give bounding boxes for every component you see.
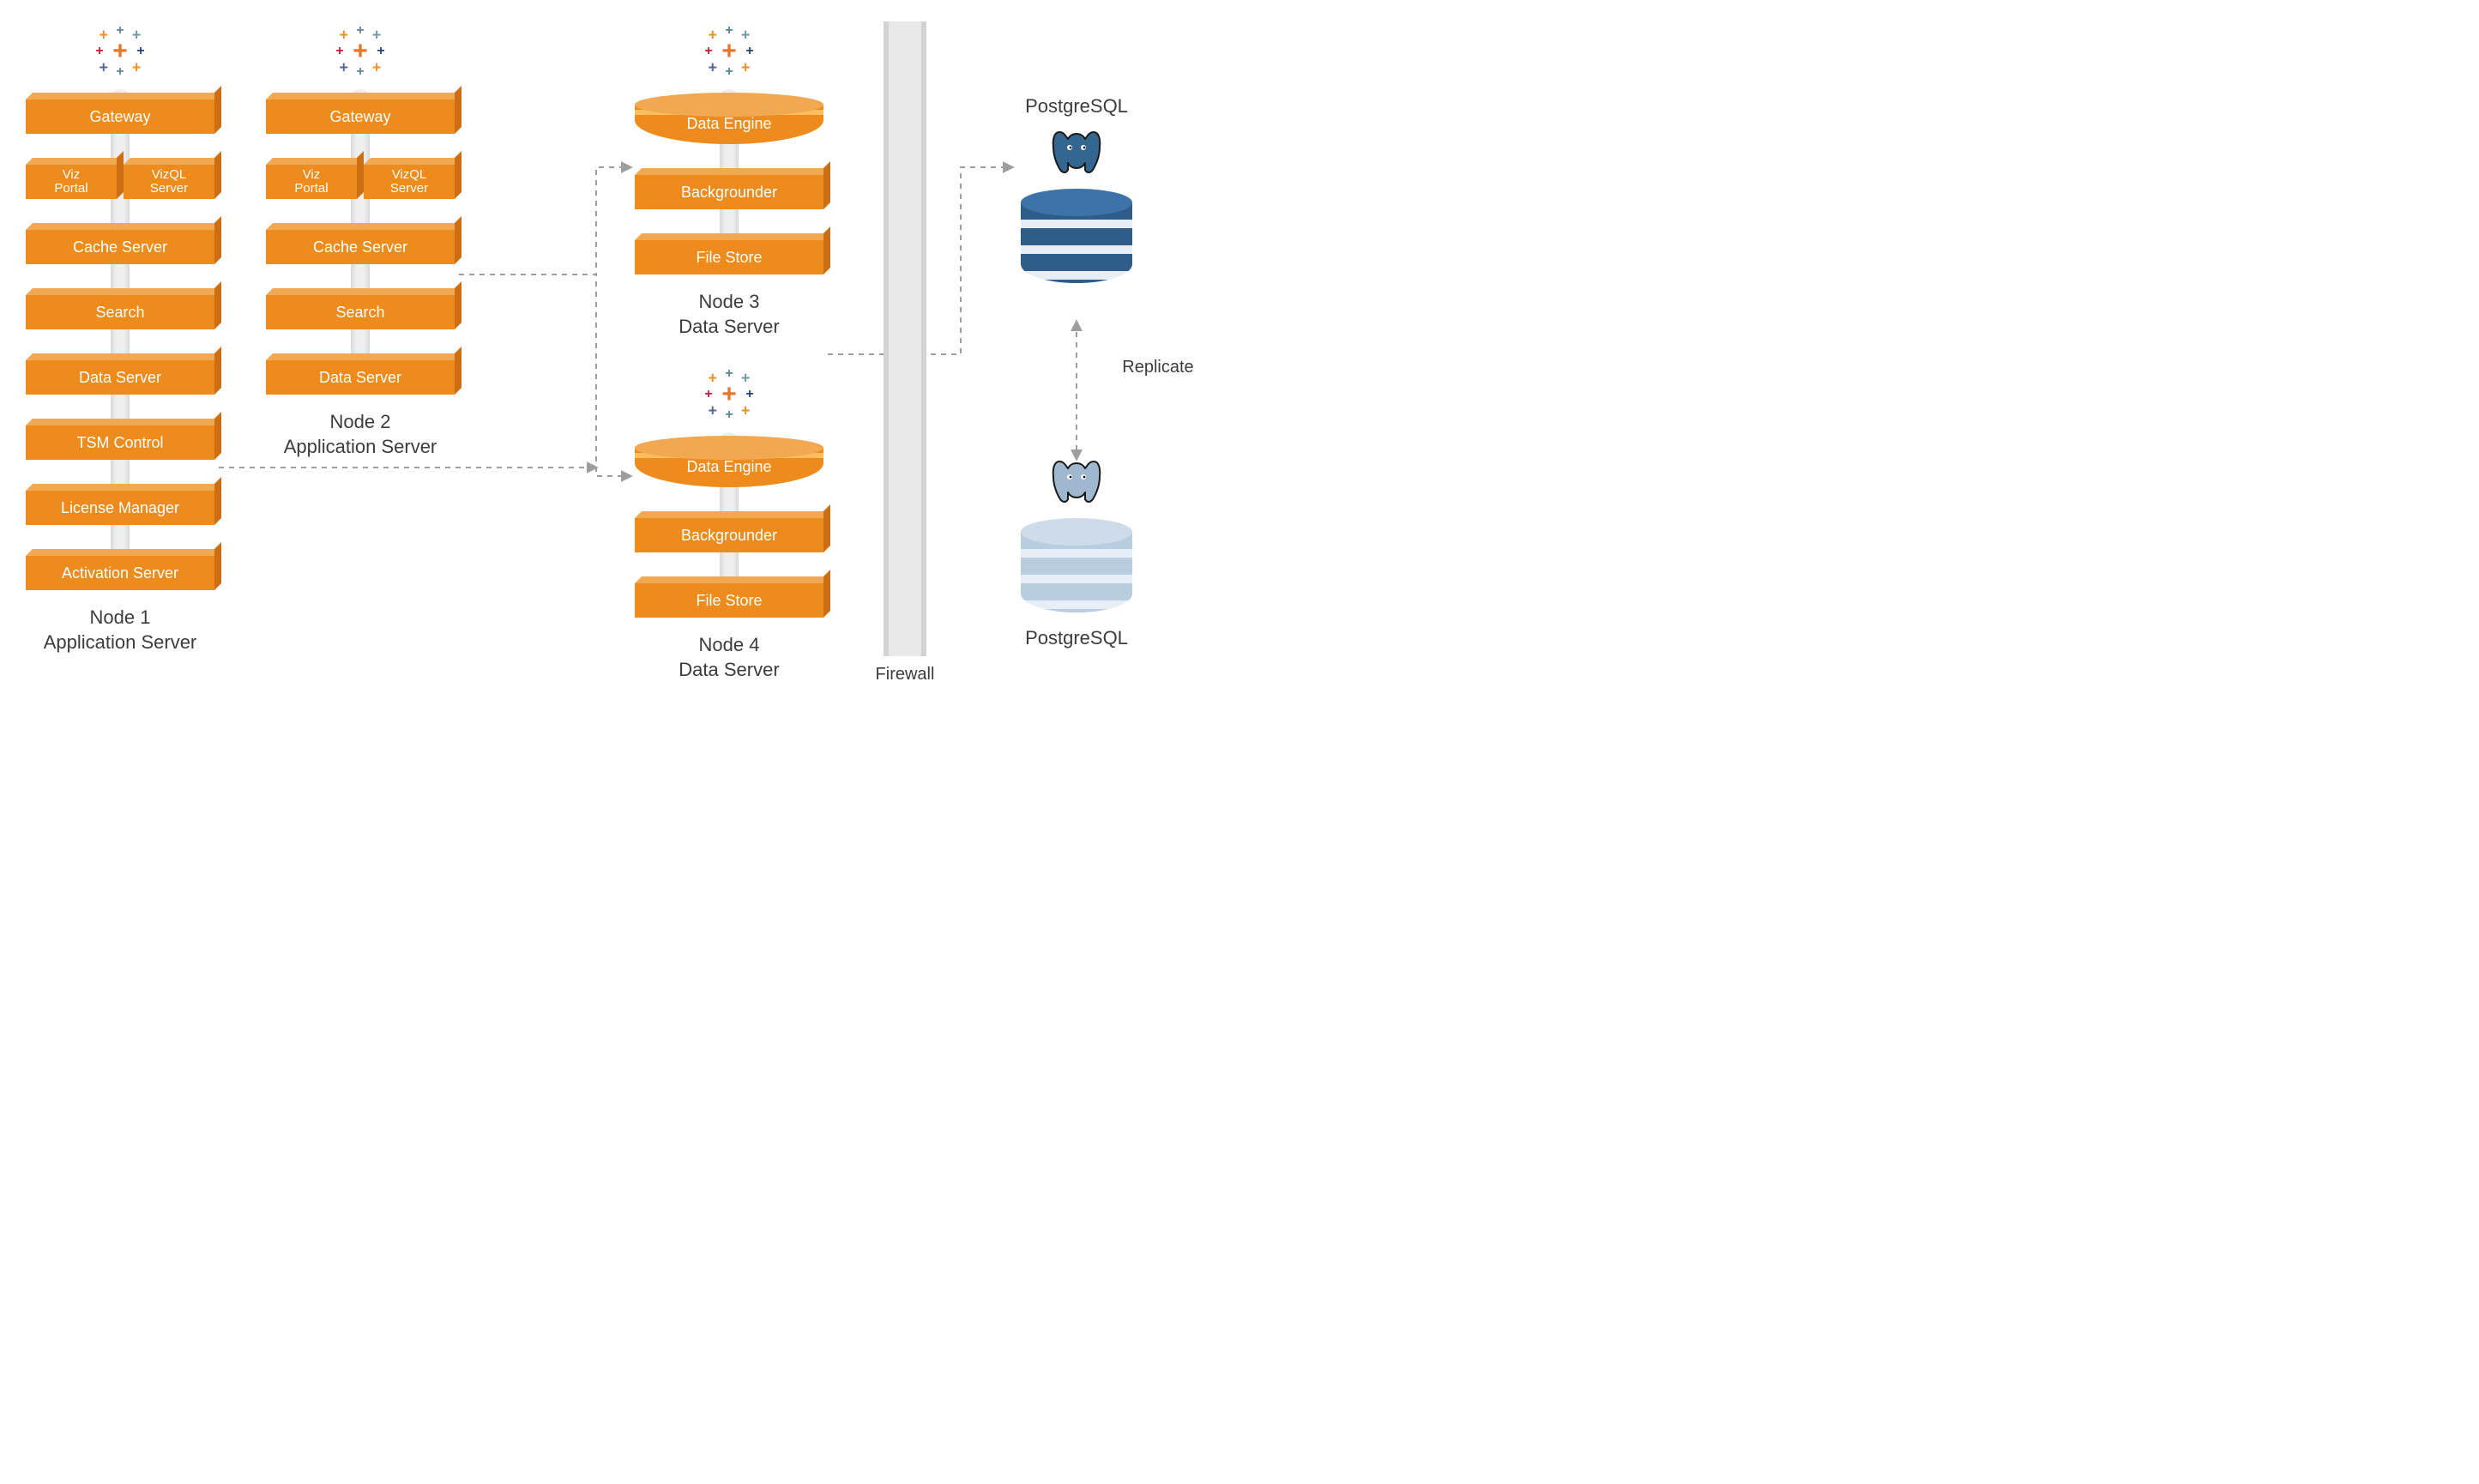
pg-replica-label: PostgreSQL <box>1021 626 1132 651</box>
tableau-icon: +++++++++ <box>94 26 146 77</box>
pg-replica-cylinder <box>1021 518 1132 612</box>
connector-node2->node4 <box>459 274 630 476</box>
node1-tsm-control: TSM Control <box>26 419 214 460</box>
node4-file-store: File Store <box>635 576 823 618</box>
tableau-icon: +++++++++ <box>703 26 755 77</box>
node3-data-engine: Data Engine <box>635 93 823 144</box>
node1-activation-server: Activation Server <box>26 549 214 590</box>
node1-license-manager: License Manager <box>26 484 214 525</box>
replicate-label: Replicate <box>1107 356 1209 378</box>
pg-primary-icon <box>1049 125 1104 180</box>
pg-replica-icon <box>1049 455 1104 510</box>
node1-cache-server: Cache Server <box>26 223 214 264</box>
node1-vizql-server: VizQLServer <box>124 158 214 199</box>
architecture-diagram: Firewall +++++++++GatewayVizPortalVizQLS… <box>0 0 1240 742</box>
firewall-label: Firewall <box>858 663 952 685</box>
node4-data-engine: Data Engine <box>635 436 823 487</box>
node2-viz-portal: VizPortal <box>266 158 357 199</box>
connector-node2->node3 <box>459 167 630 274</box>
node2-caption: Node 2Application Server <box>249 410 472 459</box>
node2-data-server: Data Server <box>266 353 455 395</box>
pg-primary-label: PostgreSQL <box>1021 94 1132 119</box>
node2-gateway: Gateway <box>266 93 455 134</box>
node1-gateway: Gateway <box>26 93 214 134</box>
node3-file-store: File Store <box>635 233 823 274</box>
node4-backgrounder: Backgrounder <box>635 511 823 552</box>
node2-search: Search <box>266 288 455 329</box>
tableau-icon: +++++++++ <box>703 369 755 420</box>
tableau-icon: +++++++++ <box>335 26 386 77</box>
node4-caption: Node 4Data Server <box>618 633 841 682</box>
node3-caption: Node 3Data Server <box>618 290 841 339</box>
node3-backgrounder: Backgrounder <box>635 168 823 209</box>
pg-primary-cylinder <box>1021 189 1132 283</box>
node1-data-server: Data Server <box>26 353 214 395</box>
node1-caption: Node 1Application Server <box>9 606 232 655</box>
firewall <box>884 21 926 656</box>
node2-vizql-server: VizQLServer <box>364 158 455 199</box>
node1-viz-portal: VizPortal <box>26 158 117 199</box>
node1-search: Search <box>26 288 214 329</box>
node2-cache-server: Cache Server <box>266 223 455 264</box>
